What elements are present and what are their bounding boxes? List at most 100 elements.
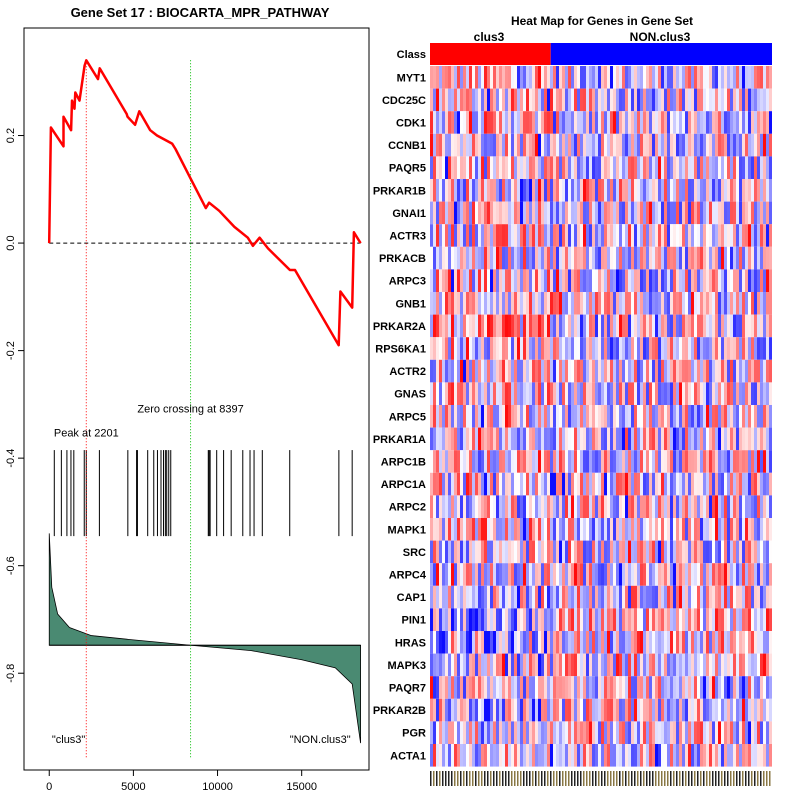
heatmap-cell [595,540,598,564]
heatmap-cell [631,382,634,405]
heatmap-cell [736,359,739,383]
heatmap-cell [709,88,712,112]
heatmap-cell [634,744,637,767]
heatmap-cell [613,653,616,677]
heatmap-cell [691,676,694,699]
heatmap-cell [592,721,595,744]
heatmap-cell [535,631,538,654]
heatmap-cell [757,201,760,225]
heatmap-cell [541,472,544,496]
sample-label-mark [502,771,504,786]
heatmap-cell [622,653,625,677]
heatmap-cell [739,698,742,722]
heatmap-cell [760,133,763,157]
heatmap-cell [517,224,520,247]
heatmap-cell [448,721,451,744]
heatmap-cell [625,382,628,405]
heatmap-cell [502,450,505,473]
heatmap-cell [505,201,508,225]
heatmap-cell [562,314,565,338]
heatmap-cell [598,111,601,134]
heatmap-cell [472,156,475,179]
heatmap-cell [628,495,631,518]
heatmap-cell [472,676,475,699]
heatmap-cell [496,66,499,89]
sample-label-mark [574,771,576,786]
heatmap-cell [640,676,643,699]
heatmap-cell [505,88,508,112]
heatmap-cell [691,518,694,541]
heatmap-cell [712,631,715,654]
heatmap-cell [595,721,598,744]
heatmap-cell [736,563,739,586]
heatmap-cell [664,518,667,541]
heatmap-cell [709,472,712,496]
heatmap-cell [568,631,571,654]
heatmap-cell [448,133,451,157]
heatmap-cell [646,179,649,202]
heatmap-cell [721,540,724,564]
heatmap-cell [622,427,625,451]
heatmap-cell [547,495,550,518]
heatmap-cell [655,88,658,112]
heatmap-cell [685,518,688,541]
heatmap-cell [538,111,541,134]
heatmap-row [430,721,772,744]
heatmap-cell [439,472,442,496]
heatmap-cell [757,540,760,564]
heatmap-cell [751,66,754,89]
heatmap-cell [616,518,619,541]
heatmap-cell [586,653,589,677]
heatmap-cell [721,676,724,699]
heatmap-cell [478,201,481,225]
heatmap-cell [757,427,760,451]
heatmap-cell [727,201,730,225]
heatmap-cell [574,269,577,292]
heatmap-cell [667,608,670,631]
heatmap-cell [610,585,613,609]
heatmap-cell [481,382,484,405]
heatmap-cell [637,337,640,360]
heatmap-cell [676,133,679,157]
heatmap-cell [565,427,568,451]
heatmap-cell [448,66,451,89]
heatmap-cell [547,337,550,360]
heatmap-cell [652,156,655,179]
heatmap-cell [646,246,649,270]
heatmap-cell [454,224,457,247]
heatmap-cell [493,676,496,699]
heatmap-cell [697,111,700,134]
heatmap-cell [478,495,481,518]
heatmap-cell [430,653,433,677]
heatmap-cell [469,450,472,473]
heatmap-cell [574,698,577,722]
heatmap-cell [565,495,568,518]
gene-label: ARPC1B [381,457,426,469]
heatmap-cell [493,88,496,112]
heatmap-cell [712,721,715,744]
heatmap-cell [745,156,748,179]
heatmap-cell [577,66,580,89]
heatmap-cell [523,224,526,247]
heatmap-cell [613,359,616,383]
heatmap-cell [598,631,601,654]
heatmap-cell [757,405,760,428]
heatmap-cell [499,405,502,428]
heatmap-cell [685,540,688,564]
heatmap-cell [547,608,550,631]
heatmap-cell [685,179,688,202]
heatmap-cell [472,540,475,564]
heatmap-cell [580,224,583,247]
heatmap-cell [652,450,655,473]
heatmap-cell [739,518,742,541]
heatmap-cell [481,518,484,541]
heatmap-cell [691,472,694,496]
heatmap-cell [496,359,499,383]
heatmap-cell [502,382,505,405]
heatmap-cell [484,472,487,496]
heatmap-cell [502,563,505,586]
heatmap-cell [517,133,520,157]
heatmap-cell [517,427,520,451]
heatmap-cell [619,540,622,564]
heatmap-cell [562,405,565,428]
